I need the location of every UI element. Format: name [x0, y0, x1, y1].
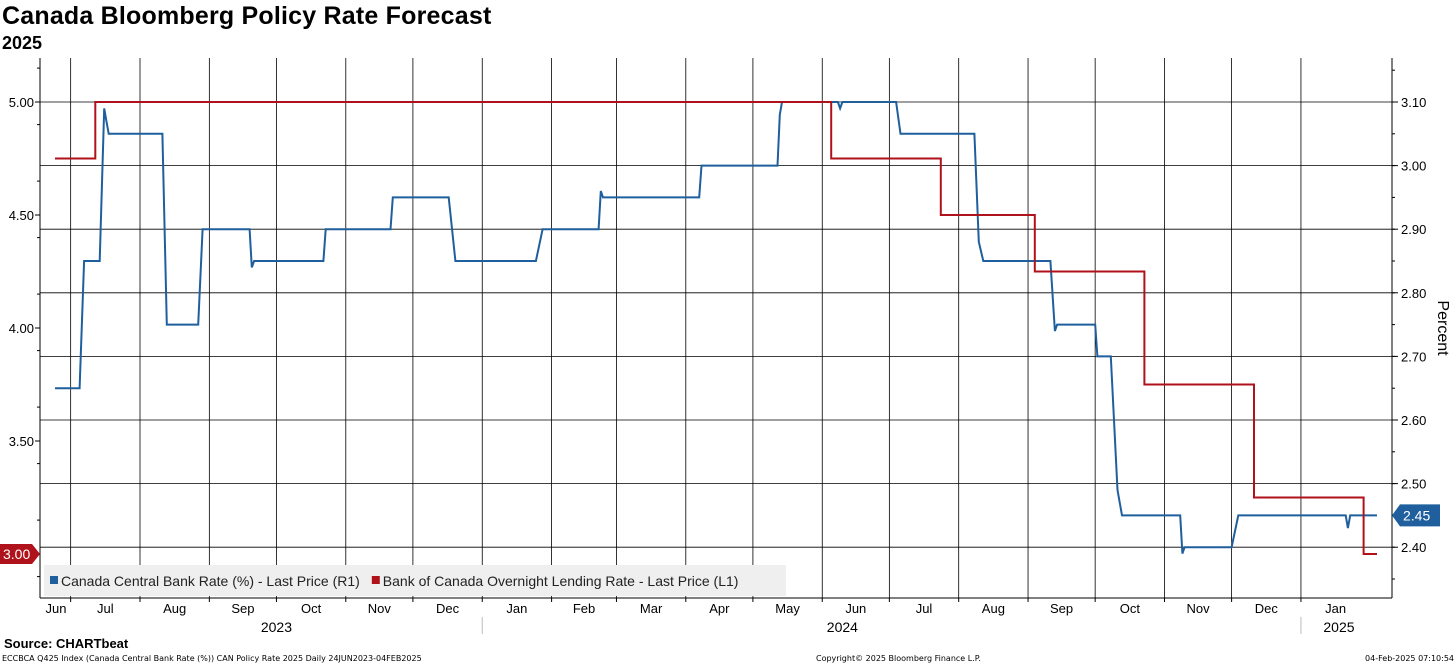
x-month-label: Jun	[46, 601, 67, 616]
x-year-label: 2025	[1323, 619, 1354, 635]
x-month-label: Oct	[301, 601, 322, 616]
left-tick-label: 5.00	[9, 95, 34, 110]
x-month-label: Jan	[1325, 601, 1346, 616]
right-tick-label: 2.70	[1401, 349, 1426, 364]
legend-entry: Canada Central Bank Rate (%) - Last Pric…	[61, 573, 360, 589]
x-year-label: 2024	[827, 619, 858, 635]
x-month-label: Dec	[1255, 601, 1279, 616]
legend-swatch	[371, 576, 380, 584]
x-month-label: Aug	[982, 601, 1005, 616]
left-tick-label: 3.50	[9, 434, 34, 449]
x-month-label: Nov	[1186, 601, 1210, 616]
left-last-value-badge	[0, 544, 40, 564]
x-month-label: Sep	[1050, 601, 1073, 616]
right-tick-label: 2.40	[1401, 540, 1426, 555]
right-tick-label: 2.80	[1401, 286, 1426, 301]
x-month-label: Jan	[506, 601, 527, 616]
chart-title: Canada Bloomberg Policy Rate Forecast	[2, 2, 492, 30]
footer-timestamp: 04-Feb-2025 07:10:54	[1365, 654, 1454, 663]
axes-layer: 5.00 4.50 4.00 3.50 3.10 3.00 2.90 2.80 2.70 2.60…	[9, 58, 1451, 635]
right-tick-label: 2.90	[1401, 222, 1426, 237]
right-tick-label: 2.60	[1401, 413, 1426, 428]
right-last-value: 2.45	[1403, 507, 1430, 523]
legend-entry: Bank of Canada Overnight Lending Rate - …	[383, 573, 739, 589]
source-note: Source: CHARTbeat	[4, 636, 129, 651]
x-month-label: Jul	[916, 601, 933, 616]
x-month-label: Dec	[436, 601, 460, 616]
legend-swatch	[50, 576, 58, 584]
series-line-canada-central-bank-rate	[55, 101, 1377, 554]
x-month-label: Feb	[573, 601, 595, 616]
chart-subtitle: 2025	[2, 33, 43, 53]
x-month-label: Nov	[368, 601, 392, 616]
x-month-label: Oct	[1120, 601, 1141, 616]
right-tick-label: 3.10	[1401, 95, 1426, 110]
x-month-label: Mar	[640, 601, 663, 616]
value-badges: 2.45 3.00	[0, 504, 1440, 564]
series-layer	[55, 101, 1377, 555]
left-tick-label: 4.00	[9, 321, 34, 336]
right-tick-label: 2.50	[1401, 477, 1426, 492]
grid-layer	[40, 58, 1392, 598]
left-last-value: 3.00	[3, 546, 30, 562]
right-last-value-badge	[1392, 504, 1440, 527]
x-month-label: Apr	[709, 601, 730, 616]
x-month-label: May	[775, 601, 800, 616]
left-tick-label: 4.50	[9, 208, 34, 223]
legend: Canada Central Bank Rate (%) - Last Pric…	[44, 565, 786, 596]
x-month-label: Aug	[163, 601, 186, 616]
right-axis-title: Percent	[1434, 300, 1451, 356]
legend-box	[44, 565, 786, 596]
x-year-label: 2023	[261, 619, 292, 635]
x-month-label: Jun	[845, 601, 866, 616]
series-line-overnight-lending-rate	[55, 101, 1377, 555]
right-tick-label: 3.00	[1401, 159, 1426, 174]
footer-index-note: ECCBCA Q425 Index (Canada Central Bank R…	[2, 654, 422, 663]
footer-copyright: Copyright© 2025 Bloomberg Finance L.P.	[816, 654, 981, 663]
x-month-label: Sep	[231, 601, 254, 616]
x-month-label: Jul	[97, 601, 114, 616]
